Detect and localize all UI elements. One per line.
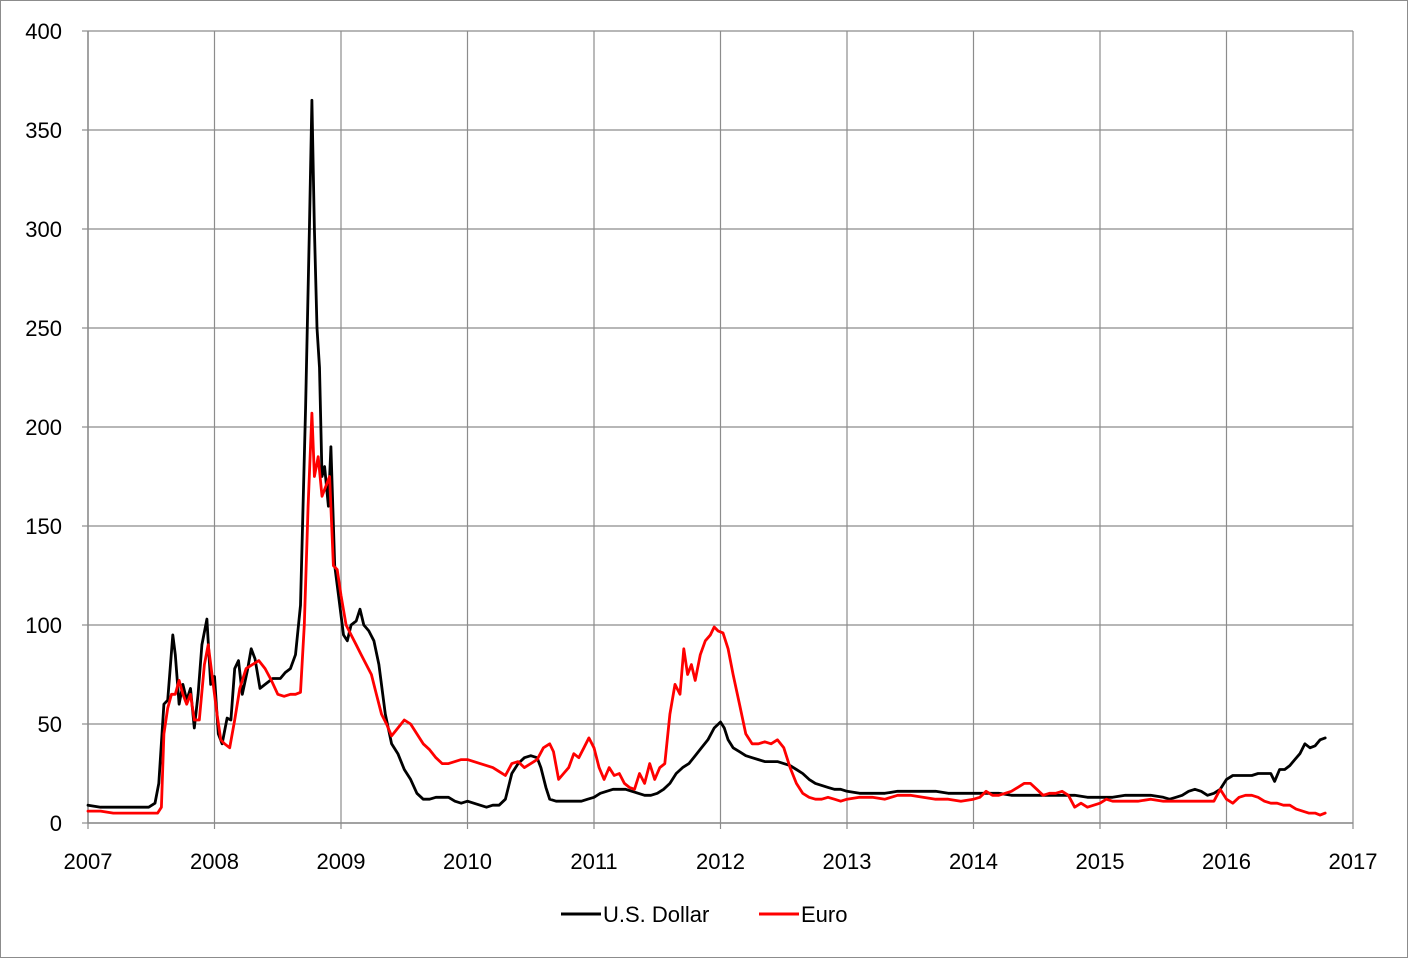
x-tick-label: 2010 (443, 849, 492, 874)
x-tick-label: 2015 (1076, 849, 1125, 874)
series-lines (86, 98, 1327, 817)
y-tick-label: 350 (25, 118, 62, 143)
x-axis-tick-labels: 2007 2008 2009 2010 2011 2012 2013 2014 2015 2016… (64, 849, 1378, 874)
y-tick-label: 200 (25, 415, 62, 440)
x-tick-label: 2009 (317, 849, 366, 874)
x-tick-label: 2014 (949, 849, 998, 874)
series-line-euro (86, 411, 1327, 817)
x-tick-label: 2017 (1329, 849, 1378, 874)
axes (82, 30, 1354, 829)
legend-label: Euro (801, 902, 847, 927)
x-tick-label: 2008 (190, 849, 239, 874)
y-tick-label: 0 (50, 811, 62, 836)
grid-lines (87, 30, 1354, 824)
x-tick-label: 2011 (570, 849, 617, 874)
y-tick-label: 300 (25, 217, 62, 242)
y-axis-tick-labels: 0 50 100 150 200 250 300 350 400 (25, 19, 62, 836)
x-tick-label: 2007 (64, 849, 113, 874)
x-tick-label: 2012 (696, 849, 745, 874)
legend: U.S. Dollar Euro (561, 902, 847, 927)
x-tick-label: 2013 (823, 849, 872, 874)
y-tick-label: 250 (25, 316, 62, 341)
y-tick-label: 100 (25, 613, 62, 638)
legend-label: U.S. Dollar (603, 902, 709, 927)
series-line-us-dollar (86, 98, 1327, 809)
y-tick-label: 400 (25, 19, 62, 44)
x-tick-label: 2016 (1202, 849, 1251, 874)
y-tick-label: 50 (38, 712, 62, 737)
y-tick-label: 150 (25, 514, 62, 539)
